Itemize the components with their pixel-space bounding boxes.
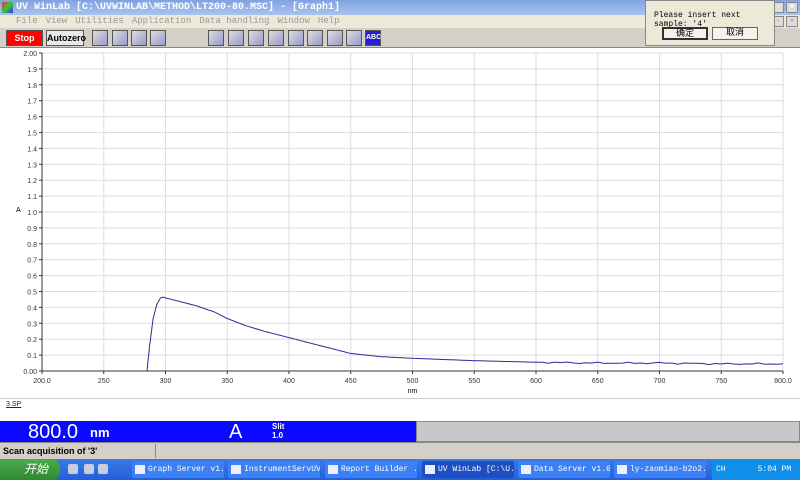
menu-help[interactable]: Help — [317, 16, 340, 26]
status-text: Scan acquisition of '3' — [3, 446, 98, 456]
y-tick-label: 0.9 — [27, 226, 37, 233]
quicklaunch-ie-icon[interactable] — [68, 464, 78, 474]
print-icon[interactable] — [268, 30, 284, 46]
x-tick-label: 650 — [592, 378, 604, 385]
title-bar: UV WinLab [C:\UVWINLAB\METHOD\LT200-80.M… — [0, 0, 800, 15]
insert-sample-dialog: Please insert next sample: '4' 确定 取消 — [645, 0, 775, 46]
x-tick-label: 200.0 — [33, 378, 51, 385]
y-tick-label: 0.7 — [27, 258, 37, 265]
language-indicator[interactable]: CH — [716, 465, 726, 474]
quicklaunch-icon[interactable] — [84, 464, 94, 474]
overlay-icon[interactable] — [248, 30, 264, 46]
task-data-server[interactable]: Data Server v1.60 — [518, 461, 610, 478]
task-instrument-serv[interactable]: InstrumentServUV — [228, 461, 320, 478]
samples-icon[interactable] — [150, 30, 166, 46]
toolbar: Stop Autozero ABC — [0, 28, 800, 48]
clock: 5:04 PM — [757, 465, 792, 474]
x-tick-label: 450 — [345, 378, 357, 385]
wand-icon[interactable] — [131, 30, 147, 46]
y-tick-label: 1.8 — [27, 83, 37, 90]
menu-bar: File View Utilities Application Data handlin… — [0, 15, 800, 28]
y-tick-label: 0.6 — [27, 274, 37, 281]
mode-value: A — [229, 421, 243, 443]
x-tick-label: 700 — [654, 378, 666, 385]
readout-extra — [416, 421, 800, 442]
x-tick-label: 400 — [283, 378, 295, 385]
menu-application[interactable]: Application — [131, 16, 192, 26]
view-icon[interactable] — [208, 30, 224, 46]
close-icon[interactable]: × — [786, 2, 798, 13]
x-tick-label: 600 — [530, 378, 542, 385]
y-tick-label: 0.3 — [27, 321, 37, 328]
legend-item[interactable]: 3.SP — [6, 401, 22, 408]
cancel-button[interactable]: 取消 — [712, 27, 758, 40]
autozero-button[interactable]: Autozero — [46, 30, 86, 46]
y-tick-label: 1.5 — [27, 131, 37, 138]
y-tick-label: 0.00 — [23, 369, 37, 376]
peaks-icon[interactable] — [327, 30, 343, 46]
y-axis-label: A — [16, 207, 21, 214]
dialog-message: Please insert next sample: '4' — [654, 11, 741, 29]
x-tick-label: 800.0 — [774, 378, 792, 385]
instrument-icon[interactable] — [92, 30, 108, 46]
child-close-icon[interactable]: × — [786, 16, 798, 27]
y-tick-label: 0.1 — [27, 353, 37, 360]
text-icon[interactable]: ABC — [365, 30, 381, 46]
scale-x-icon[interactable] — [288, 30, 304, 46]
slit-value: 1.0 — [272, 431, 284, 440]
task-graph-server[interactable]: Graph Server v1.60 — [132, 461, 224, 478]
y-tick-label: 1.1 — [27, 194, 37, 201]
task-uv-winlab[interactable]: UV WinLab [C:\U... — [422, 461, 514, 478]
y-tick-label: 1.2 — [27, 178, 37, 185]
y-tick-label: 0.5 — [27, 290, 37, 297]
x-tick-label: 350 — [221, 378, 233, 385]
stop-button[interactable]: Stop — [6, 30, 43, 46]
readout-panel: 800.0 nm A Slit 1.0 — [0, 421, 416, 443]
wavelength-unit: nm — [90, 425, 110, 440]
slit-label: Slit — [272, 422, 285, 431]
taskbar: 开始 Graph Server v1.60 InstrumentServUV R… — [0, 459, 800, 480]
x-tick-label: 500 — [407, 378, 419, 385]
timer-icon[interactable] — [112, 30, 128, 46]
y-tick-label: 0.8 — [27, 242, 37, 249]
y-tick-label: 1.0 — [27, 210, 37, 217]
x-tick-label: 550 — [468, 378, 480, 385]
task-report-builder[interactable]: Report Builder ... — [325, 461, 417, 478]
legend-bar: 3.SP — [0, 398, 800, 420]
menu-window[interactable]: Window — [277, 16, 310, 26]
wavelength-value: 800.0 — [28, 421, 79, 443]
system-tray: CH 5:04 PM — [712, 459, 800, 480]
status-divider — [155, 444, 156, 458]
smooth-icon[interactable] — [346, 30, 362, 46]
window-title: UV WinLab [C:\UVWINLAB\METHOD\LT200-80.M… — [16, 2, 341, 13]
menu-view[interactable]: View — [45, 16, 68, 26]
peak-icon[interactable] — [228, 30, 244, 46]
ok-button[interactable]: 确定 — [662, 27, 708, 40]
y-tick-label: 0.2 — [27, 337, 37, 344]
y-tick-label: 1.9 — [27, 67, 37, 74]
app-icon — [2, 2, 13, 13]
x-tick-label: 300 — [160, 378, 172, 385]
y-tick-label: 0.4 — [27, 305, 37, 312]
y-tick-label: 1.7 — [27, 99, 37, 106]
menu-file[interactable]: File — [16, 16, 38, 26]
y-tick-label: 2.00 — [23, 51, 37, 58]
menu-data-handling[interactable]: Data handling — [199, 16, 270, 26]
x-axis-label: nm — [408, 388, 418, 395]
y-tick-label: 1.4 — [27, 146, 37, 153]
menu-utilities[interactable]: Utilities — [75, 16, 124, 26]
status-bar: Scan acquisition of '3' — [0, 442, 800, 459]
x-tick-label: 250 — [98, 378, 110, 385]
scale-y-icon[interactable] — [307, 30, 323, 46]
task-ly-zaomiao[interactable]: ly-zaomiao-b2o2... — [614, 461, 706, 478]
spectrum-chart[interactable]: 0.00 0.1 0.2 0.3 0.4 0.5 0.6 0.7 0.8 0.9 1.0 1.1 1.2… — [0, 48, 800, 398]
spectrum-line — [146, 296, 784, 372]
start-button[interactable]: 开始 — [0, 459, 60, 480]
x-tick-label: 750 — [715, 378, 727, 385]
quicklaunch-desktop-icon[interactable] — [98, 464, 108, 474]
y-tick-label: 1.3 — [27, 162, 37, 169]
y-tick-label: 1.6 — [27, 115, 37, 122]
slit-readout: Slit 1.0 — [272, 422, 284, 440]
